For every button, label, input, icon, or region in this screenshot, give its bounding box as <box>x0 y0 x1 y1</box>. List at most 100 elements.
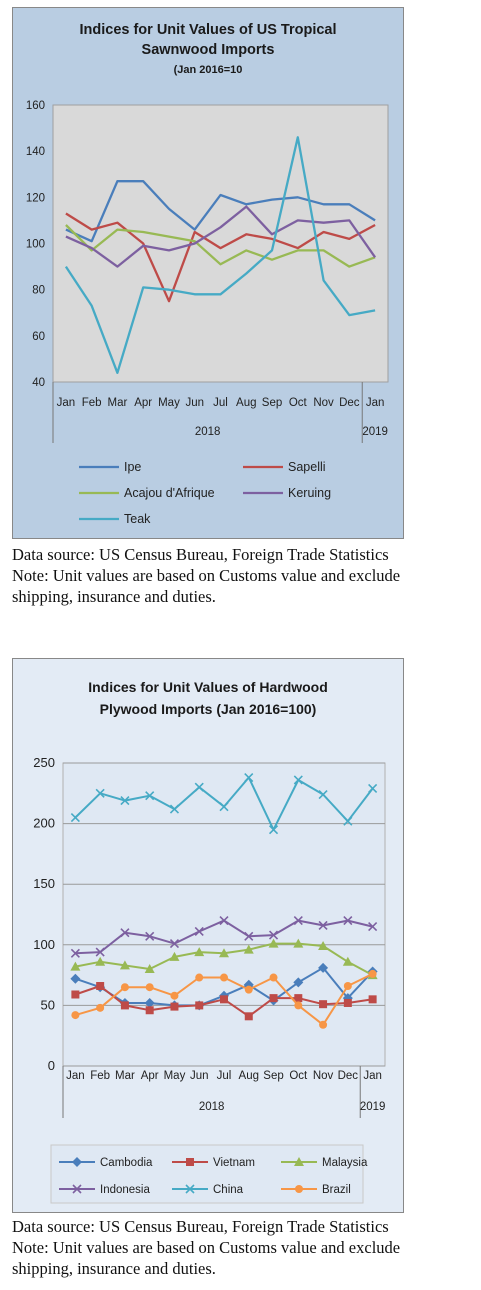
series-china-marker <box>194 782 204 792</box>
series-vietnam-marker <box>244 1012 253 1021</box>
legend-cambodia-marker <box>72 1157 82 1167</box>
series-china-marker <box>95 788 105 798</box>
plywood-chart-title-line2: Plywood Imports (Jan 2016=100) <box>99 701 317 717</box>
legend-vietnam-marker <box>186 1158 194 1166</box>
plywood-note-line: Note: Unit values are based on Customs v… <box>12 1238 401 1257</box>
series-china-marker <box>343 816 353 826</box>
x-tick-label: Oct <box>289 1070 308 1082</box>
series-malaysia-marker <box>119 960 130 970</box>
series-brazil-marker <box>195 973 204 982</box>
series-cambodia-marker <box>70 973 81 984</box>
series-malaysia-marker <box>342 956 353 966</box>
series-malaysia-marker <box>268 938 279 948</box>
series-vietnam-marker <box>195 1001 204 1010</box>
x-year-label: 2019 <box>360 1101 386 1113</box>
series-malaysia-marker <box>243 944 254 954</box>
x-year-label: 2019 <box>362 426 388 438</box>
series-vietnam-marker <box>145 1006 154 1015</box>
x-tick-label: Aug <box>236 397 256 409</box>
series-brazil-marker <box>170 991 179 1000</box>
x-tick-label: Oct <box>289 397 308 409</box>
x-tick-label: Jan <box>57 397 76 409</box>
x-tick-label: Mar <box>115 1070 135 1082</box>
legend-label-sapelli: Sapelli <box>288 460 326 474</box>
plywood-chart-panel: Indices for Unit Values of Hardwood Plyw… <box>12 658 404 1213</box>
x-tick-label: Nov <box>313 397 334 409</box>
sawnwood-note-line: Note: Unit values are based on Customs v… <box>12 566 401 585</box>
series-brazil-marker <box>269 973 278 982</box>
series-cambodia-marker <box>243 979 254 990</box>
series-china-marker <box>145 791 155 801</box>
series-vietnam-marker <box>96 982 105 991</box>
series-malaysia-marker <box>194 947 205 957</box>
series-china-marker <box>244 772 254 783</box>
series-indonesia-marker <box>368 922 378 932</box>
y-tick-label: 0 <box>48 1058 55 1073</box>
series-vietnam-marker <box>170 1002 179 1011</box>
series-china-marker <box>268 825 279 835</box>
series-brazil-marker <box>368 969 377 978</box>
legend-malaysia-marker <box>294 1157 304 1166</box>
series-brazil-marker <box>244 985 253 994</box>
series-indonesia-marker <box>194 926 204 937</box>
series-indonesia-marker <box>318 920 328 930</box>
sawnwood-chart-title-line2: Sawnwood Imports <box>141 42 275 58</box>
series-indonesia-marker <box>219 915 229 926</box>
series-line-ipe <box>65 180 376 243</box>
series-china-marker <box>70 812 80 823</box>
series-vietnam-marker <box>368 995 377 1004</box>
legend-label-teak: Teak <box>124 512 151 526</box>
plywood-note-line: shipping, insurance and duties. <box>12 1259 216 1278</box>
series-malaysia-marker <box>144 964 155 974</box>
series-line-acajou-d-afrique <box>65 224 376 268</box>
series-brazil-marker <box>220 973 228 982</box>
legend-label-vietnam: Vietnam <box>213 1157 255 1169</box>
y-tick-label: 80 <box>32 285 45 297</box>
x-tick-label: Jun <box>185 397 204 409</box>
x-tick-label: Jan <box>66 1070 85 1082</box>
sawnwood-chart-title-line1: Indices for Unit Values of US Tropical <box>79 22 337 38</box>
series-vietnam-marker <box>269 994 278 1003</box>
plywood-notes: Data source: US Census Bureau, Foreign T… <box>12 1216 477 1279</box>
y-tick-label: 160 <box>26 100 45 112</box>
x-year-label: 2018 <box>199 1101 225 1113</box>
series-vietnam-marker <box>319 1000 328 1009</box>
x-tick-label: Dec <box>338 1070 359 1082</box>
x-tick-label: Mar <box>108 397 128 409</box>
series-china-marker <box>368 783 378 794</box>
x-tick-label: Jul <box>217 1070 232 1082</box>
x-year-label: 2018 <box>195 426 221 438</box>
sawnwood-notes: Data source: US Census Bureau, Foreign T… <box>12 544 477 607</box>
legend-label-china: China <box>213 1184 244 1196</box>
sawnwood-chart-subtitle: (Jan 2016=10 <box>173 64 243 76</box>
series-malaysia-marker <box>219 948 229 958</box>
x-tick-label: Jan <box>366 397 385 409</box>
series-malaysia-marker <box>293 938 304 948</box>
y-tick-label: 60 <box>32 331 45 343</box>
x-tick-label: Jun <box>190 1070 209 1082</box>
y-tick-label: 120 <box>26 192 45 204</box>
x-tick-label: Feb <box>82 397 102 409</box>
series-malaysia-marker <box>70 961 81 971</box>
series-indonesia-marker <box>293 915 303 926</box>
series-brazil-marker <box>96 1003 105 1012</box>
y-tick-label: 140 <box>26 146 45 158</box>
series-indonesia-marker <box>244 931 254 941</box>
sawnwood-line-chart: 40 60 80 100 120 140 160 Jan Feb Mar Apr May Jun Jul A… <box>26 100 389 526</box>
y-tick-label: 100 <box>33 937 55 952</box>
legend-label-acajou-d-afrique: Acajou d'Afrique <box>124 486 215 500</box>
x-tick-label: Dec <box>339 397 360 409</box>
series-brazil-marker <box>145 983 154 992</box>
series-china-marker <box>318 789 328 800</box>
plywood-data-source: Data source: US Census Bureau, Foreign T… <box>12 1217 389 1236</box>
legend-box <box>50 1144 364 1204</box>
series-china-marker <box>293 775 303 785</box>
series-brazil-marker <box>120 983 129 992</box>
series-indonesia-marker <box>169 939 180 949</box>
legend-label-malaysia: Malaysia <box>322 1157 368 1169</box>
sawnwood-note-line: shipping, insurance and duties. <box>12 587 216 606</box>
series-brazil-marker <box>71 1011 80 1020</box>
series-line-teak <box>64 136 376 374</box>
series-line-keruing <box>65 205 377 268</box>
legend-label-cambodia: Cambodia <box>100 1157 153 1169</box>
